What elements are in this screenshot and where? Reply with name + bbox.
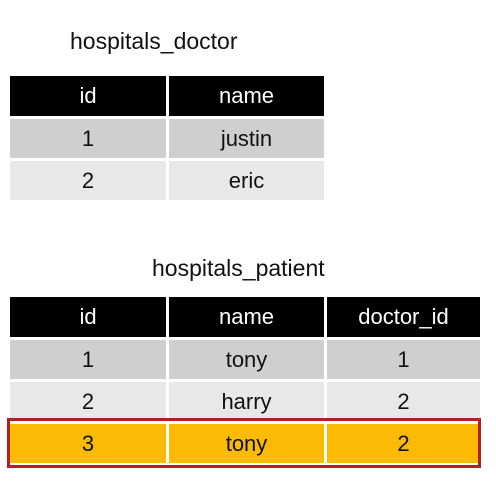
table-row: 2 harry 2 (10, 382, 480, 421)
doctor-table-title: hospitals_doctor (70, 28, 238, 54)
highlighted-table-row: 3 tony 2 (10, 424, 480, 463)
cell-name: eric (169, 161, 324, 200)
cell-name: tony (169, 424, 324, 463)
hospitals-doctor-table: id name 1 justin 2 eric (7, 73, 327, 203)
table-row: 2 eric (10, 161, 324, 200)
cell-id: 2 (10, 161, 166, 200)
cell-doctor-id: 1 (327, 340, 480, 379)
hospitals-patient-table: id name doctor_id 1 tony 1 2 harry 2 3 t… (7, 294, 483, 466)
cell-name: harry (169, 382, 324, 421)
table-header-row: id name doctor_id (10, 297, 480, 337)
cell-id: 3 (10, 424, 166, 463)
cell-id: 1 (10, 119, 166, 158)
cell-doctor-id: 2 (327, 382, 480, 421)
cell-doctor-id: 2 (327, 424, 480, 463)
cell-name: tony (169, 340, 324, 379)
table-row: 1 tony 1 (10, 340, 480, 379)
column-header-name: name (169, 76, 324, 116)
cell-id: 2 (10, 382, 166, 421)
column-header-doctor-id: doctor_id (327, 297, 480, 337)
table-row: 1 justin (10, 119, 324, 158)
highlight-border-box (7, 418, 481, 468)
column-header-name: name (169, 297, 324, 337)
cell-id: 1 (10, 340, 166, 379)
column-header-id: id (10, 76, 166, 116)
cell-name: justin (169, 119, 324, 158)
patient-table-title: hospitals_patient (152, 255, 325, 281)
table-header-row: id name (10, 76, 324, 116)
column-header-id: id (10, 297, 166, 337)
